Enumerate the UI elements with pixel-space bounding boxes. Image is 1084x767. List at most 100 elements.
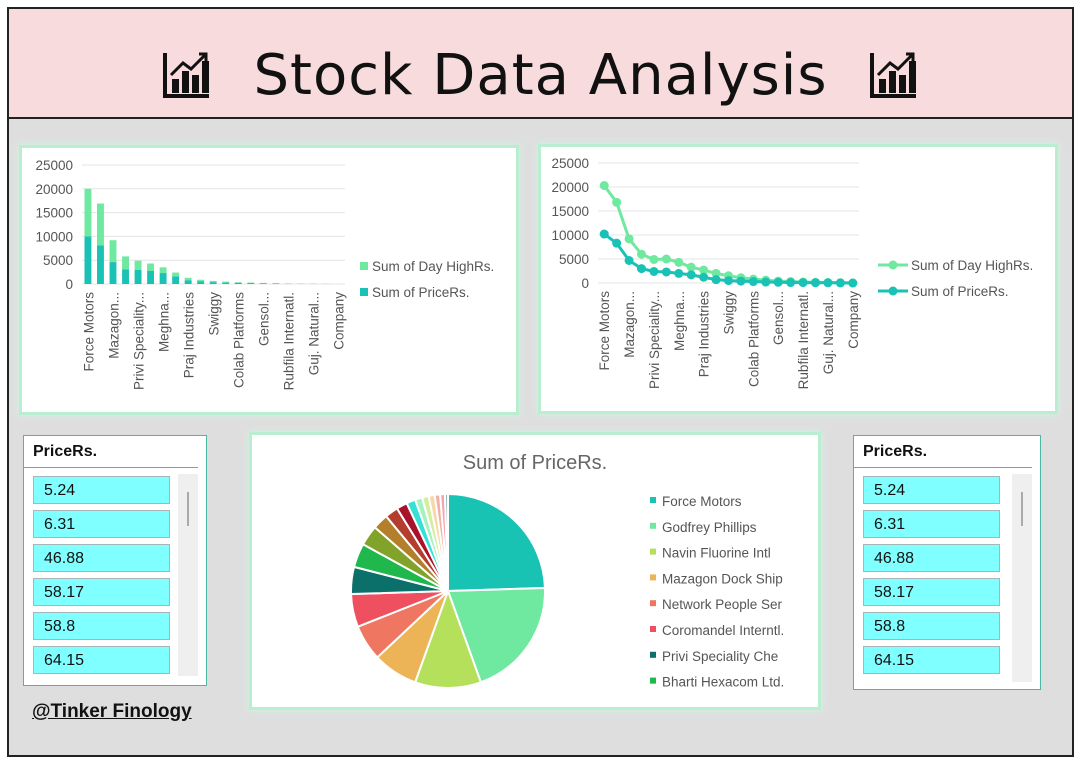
y-tick-label: 20000 [35, 182, 73, 197]
slicer-item[interactable]: 58.8 [33, 612, 170, 640]
bar-day-high [197, 279, 205, 282]
data-point [786, 278, 796, 288]
legend-label: Mazagon Dock Ship [662, 571, 783, 586]
slicer-item[interactable]: 5.24 [33, 476, 170, 504]
x-tick-label: Colab Platforms [232, 292, 247, 388]
legend-swatch [650, 651, 656, 658]
bar-price [247, 283, 255, 284]
data-point [612, 238, 622, 248]
bar-day-high [222, 281, 230, 283]
bar-day-high [97, 203, 104, 246]
legend-label: Sum of Day HighRs. [911, 258, 1033, 273]
legend-swatch [650, 600, 656, 607]
legend-swatch [650, 548, 656, 555]
y-tick-label: 5000 [43, 253, 73, 268]
data-point [773, 277, 783, 287]
legend-label: Force Motors [662, 494, 742, 509]
data-point [612, 197, 622, 207]
data-point [637, 249, 646, 259]
data-point [649, 254, 659, 264]
slicer-item[interactable]: 58.8 [863, 612, 1000, 640]
bar-day-high [172, 272, 180, 277]
legend-swatch [650, 677, 656, 684]
slicer-item[interactable]: 58.17 [863, 578, 1000, 606]
x-tick-label: Rubfila Internatl. [282, 292, 297, 390]
data-point [674, 268, 684, 278]
data-point [699, 265, 709, 275]
chart-title: Sum of PriceRs. [463, 452, 607, 474]
slicer-item[interactable]: 64.15 [33, 646, 170, 674]
legend-label: Navin Fluorine Intl [662, 546, 771, 561]
y-tick-label: 5000 [559, 252, 589, 267]
legend-swatch [650, 522, 656, 529]
y-tick-label: 20000 [551, 180, 589, 195]
price-slicer-left[interactable]: PriceRs. 5.24 6.31 46.88 58.17 58.8 64.1… [23, 435, 207, 686]
slicer-item[interactable]: 5.24 [863, 476, 1000, 504]
slicer-scrollbar[interactable] [1012, 474, 1032, 682]
x-tick-label: Swiggy [722, 291, 737, 335]
data-point [686, 262, 696, 272]
slicer-header: PriceRs. [24, 436, 198, 468]
data-point [711, 268, 721, 278]
bar-price [259, 283, 267, 284]
data-point [748, 277, 758, 287]
legend-label: Sum of Day HighRs. [372, 259, 494, 274]
bar-price [234, 282, 242, 284]
y-tick-label: 25000 [35, 158, 73, 173]
bar-day-high [209, 280, 217, 283]
legend-swatch [650, 626, 656, 632]
bar-price [84, 236, 92, 284]
x-tick-label: Swiggy [207, 292, 222, 336]
slicer-item[interactable]: 46.88 [863, 544, 1000, 572]
x-tick-label: Force Motors [597, 291, 612, 371]
bar-price [134, 269, 142, 284]
y-tick-label: 0 [65, 277, 73, 292]
data-point [649, 266, 659, 276]
legend-marker [888, 286, 898, 296]
slicer-item[interactable]: 6.31 [863, 510, 1000, 538]
y-tick-label: 0 [581, 276, 589, 291]
line-chart-panel[interactable]: 25000 20000 15000 10000 5000 0 Force Motors Maz… [541, 147, 1055, 411]
x-tick-label: Meghna... [156, 292, 171, 352]
legend-marker [888, 260, 898, 270]
x-tick-label: Company [332, 292, 347, 350]
legend-label: Privi Speciality Che [662, 649, 778, 664]
slicer-item[interactable]: 6.31 [33, 510, 170, 538]
bar-price [109, 262, 117, 284]
price-slicer-right[interactable]: PriceRs. 5.24 6.31 46.88 58.17 58.8 64.1… [853, 435, 1041, 690]
slicer-item[interactable]: 46.88 [33, 544, 170, 572]
bar-price [122, 269, 129, 284]
data-point [798, 278, 808, 288]
data-point [711, 275, 721, 285]
bar-price [97, 245, 104, 284]
slicer-item[interactable]: 64.15 [863, 646, 1000, 674]
legend-swatch [360, 288, 368, 296]
legend-label: Bharti Hexacom Ltd. [662, 675, 784, 690]
pie-chart: Sum of PriceRs. Force Motors Godfrey Phill… [350, 452, 784, 690]
bar-price [209, 282, 217, 284]
x-tick-label: Guj. Natural... [307, 292, 322, 375]
slicer-scrollbar[interactable] [178, 474, 198, 676]
bar-day-high [122, 256, 129, 270]
data-point [699, 272, 709, 282]
data-point [736, 276, 746, 286]
y-tick-label: 15000 [551, 204, 589, 219]
data-point [724, 276, 733, 286]
scrollbar-thumb[interactable] [187, 492, 189, 526]
stacked-column-chart-panel[interactable]: 25000 20000 15000 10000 5000 0 Force Motors Maz… [22, 148, 516, 412]
data-point [811, 278, 820, 288]
pie-chart-panel[interactable]: Sum of PriceRs. Force Motors Godfrey Phill… [252, 435, 818, 707]
slicer-item[interactable]: 58.17 [33, 578, 170, 606]
bar-day-high [147, 263, 155, 271]
bar-day-high [184, 277, 192, 281]
x-tick-label: Praj Industries [697, 291, 712, 378]
x-tick-label: Mazagon... [106, 292, 121, 359]
bar-price [222, 282, 230, 284]
bar-price [159, 273, 167, 284]
data-point [686, 270, 696, 280]
x-tick-label: Privi Speciality... [647, 291, 662, 389]
scrollbar-thumb[interactable] [1021, 492, 1023, 526]
legend-label: Network People Ser [662, 597, 783, 612]
legend-swatch [650, 574, 656, 581]
x-tick-label: Meghna... [672, 291, 687, 351]
